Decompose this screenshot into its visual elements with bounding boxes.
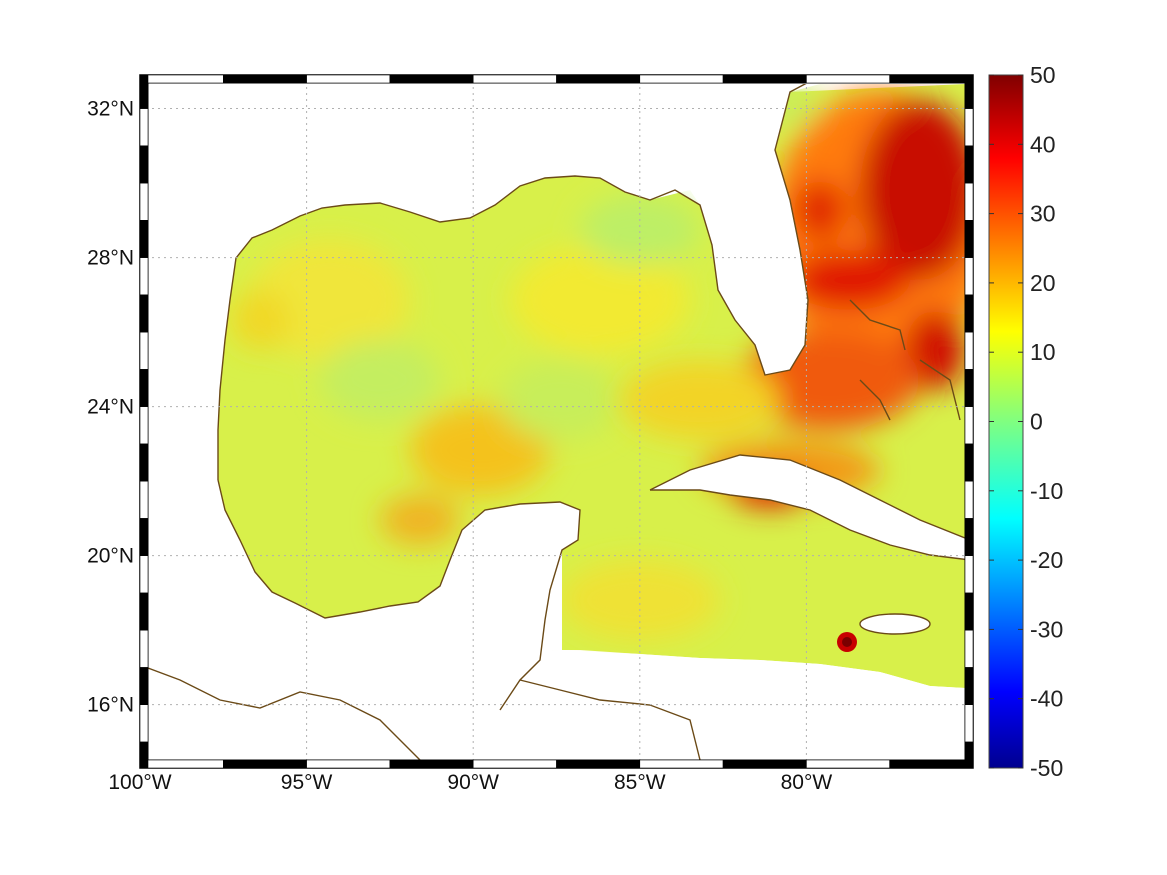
colorbar-label: -30 [1030, 616, 1063, 642]
frame-segment [556, 759, 641, 769]
frame-segment [964, 331, 974, 370]
frame-segment [139, 741, 149, 769]
colorbar-label: -20 [1030, 547, 1063, 573]
frame-segment [889, 74, 974, 84]
frame-segment [139, 759, 224, 769]
coastlines [148, 84, 965, 761]
frame-segment [139, 592, 149, 631]
lon-tick-label: 80°W [781, 771, 833, 794]
frame-segment [964, 443, 974, 482]
frame-segment [139, 667, 149, 705]
frame-segment [806, 74, 891, 84]
frame-segment [964, 108, 974, 147]
latitude-labels: 16°N 20°N 24°N 28°N 32°N [87, 98, 134, 717]
lon-tick-label: 95°W [281, 771, 333, 794]
map-frame [139, 74, 974, 769]
frame-segment [223, 759, 307, 769]
frame-segment [889, 759, 974, 769]
frame-segment [139, 220, 149, 258]
frame-segment [139, 406, 149, 445]
frame-segment [139, 108, 149, 147]
frame-segment [139, 331, 149, 370]
longitude-labels: 100°W 95°W 90°W 85°W 80°W [108, 771, 832, 794]
lon-tick-label: 85°W [614, 771, 666, 794]
frame-segment [964, 667, 974, 705]
frame-segment [964, 741, 974, 769]
frame-segment [139, 182, 149, 221]
frame-segment [139, 443, 149, 482]
lat-tick-label: 28°N [87, 247, 134, 270]
frame-segment [139, 257, 149, 296]
lat-tick-label: 20°N [87, 545, 134, 568]
frame-segment [964, 257, 974, 296]
frame-segment [139, 145, 149, 184]
colorbar-label: 50 [1030, 62, 1056, 88]
frame-segment [639, 759, 724, 769]
frame-segment [139, 480, 149, 519]
frame-segment [139, 629, 149, 668]
frame-segment [139, 369, 149, 407]
colorbar-label: 40 [1030, 131, 1056, 157]
lat-tick-label: 24°N [87, 396, 134, 419]
frame-segment [139, 704, 149, 743]
frame-segment [139, 518, 149, 556]
frame-segment [964, 220, 974, 258]
frame-segment [722, 74, 807, 84]
frame-segment [964, 592, 974, 631]
frame-segment [964, 480, 974, 519]
frame-segment [389, 759, 474, 769]
lon-tick-label: 100°W [108, 771, 171, 794]
frame-segment [139, 555, 149, 594]
lon-tick-label: 90°W [447, 771, 499, 794]
frame-segment [964, 182, 974, 221]
colorbar-label: 20 [1030, 270, 1056, 296]
map-axes [148, 84, 965, 761]
colorbar-label: 30 [1030, 201, 1056, 227]
frame-segment [306, 759, 391, 769]
frame-segment [964, 74, 974, 109]
frame-segment [306, 74, 391, 84]
frame-segment [806, 759, 891, 769]
colorbar-label: 0 [1030, 409, 1043, 435]
frame-segment [964, 406, 974, 445]
frame-segment [964, 629, 974, 668]
frame-segment [139, 74, 224, 84]
frame-segment [722, 759, 807, 769]
frame-segment [639, 74, 724, 84]
frame-segment [964, 145, 974, 184]
colorbar-gradient [988, 74, 1024, 769]
frame-segment [223, 74, 307, 84]
frame-segment [964, 555, 974, 594]
frame-segment [964, 518, 974, 556]
colorbar: 50 40 30 20 10 0 -10 -20 -30 -40 -50 [988, 62, 1063, 781]
frame-segment [964, 369, 974, 407]
colorbar-label: -50 [1030, 755, 1063, 781]
frame-segment [139, 74, 149, 109]
lat-tick-label: 16°N [87, 694, 134, 717]
frame-segment [139, 294, 149, 333]
frame-segment [964, 294, 974, 333]
colorbar-label: -10 [1030, 478, 1063, 504]
frame-segment [472, 759, 557, 769]
lat-tick-label: 32°N [87, 98, 134, 121]
frame-segment [472, 74, 557, 84]
colorbar-label: -40 [1030, 686, 1063, 712]
frame-segment [389, 74, 474, 84]
frame-segment [556, 74, 641, 84]
frame-segment [964, 704, 974, 743]
colorbar-label: 10 [1030, 339, 1056, 365]
